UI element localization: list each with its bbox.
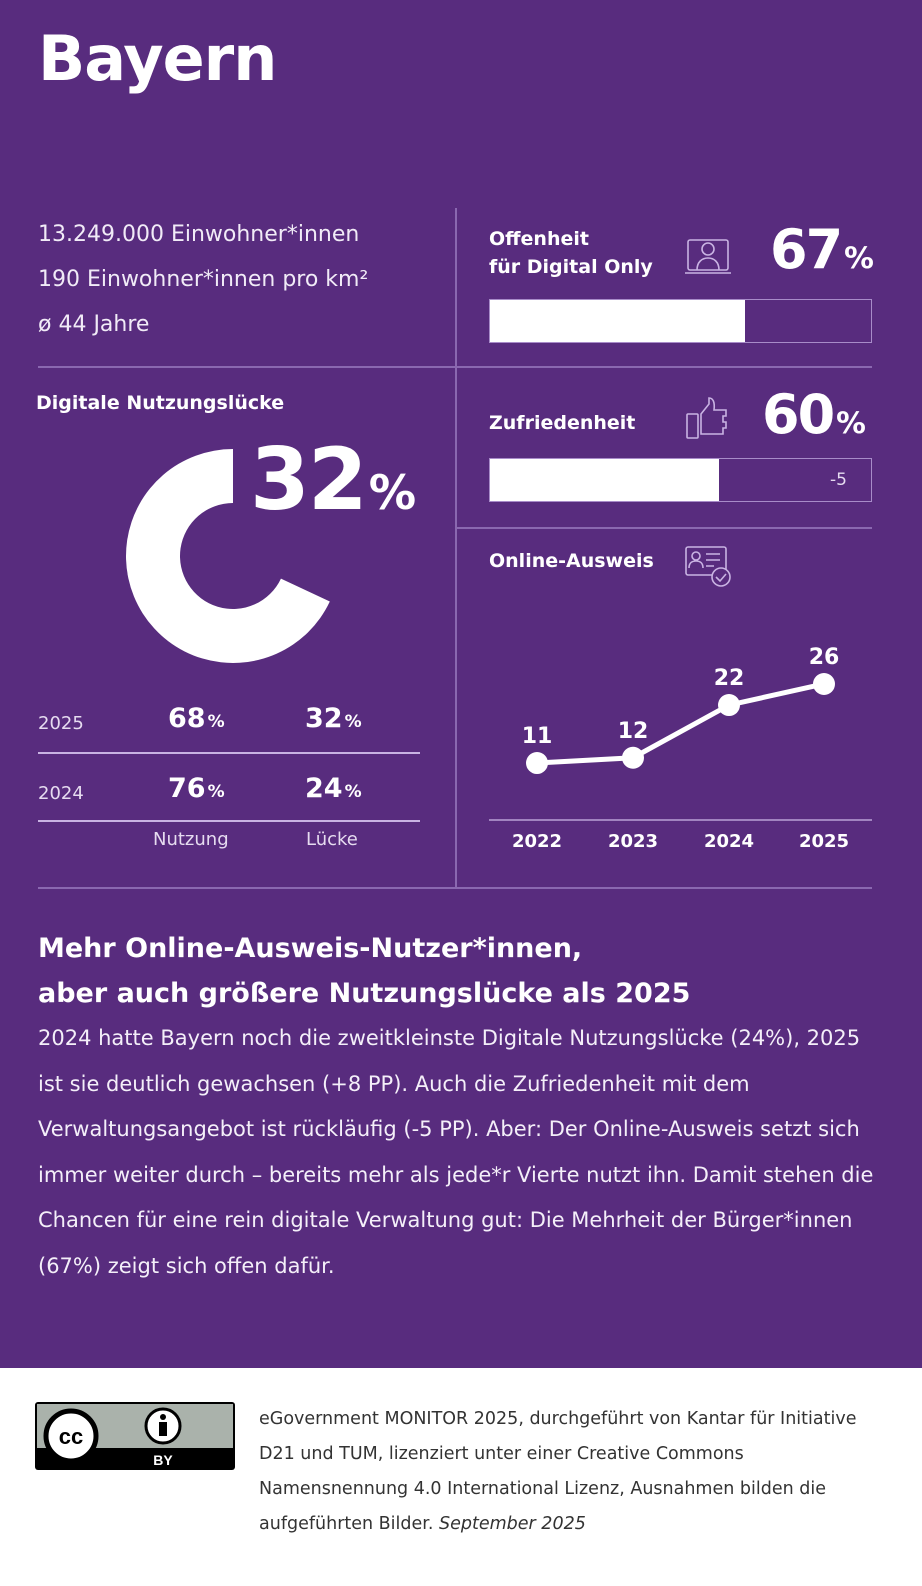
divider [38,887,872,889]
online-ausweis-label: Online-Ausweis [489,550,654,572]
description: 2024 hatte Bayern noch die zweitkleinste… [38,1026,874,1278]
zufriedenheit-value: 60% [762,383,866,446]
col-nutzung: Nutzung [153,829,229,850]
luecke-2024: 24% [305,773,362,804]
thumbs-up-icon [686,397,727,439]
average-age: ø 44 Jahre [38,312,150,337]
luecke-2025: 32% [305,703,362,734]
vertical-divider [455,208,457,888]
person-at-laptop-icon [685,239,731,274]
zufriedenheit-change: -5 [830,470,847,490]
headline: Mehr Online-Ausweis-Nutzer*innen, aber a… [38,926,898,1016]
population: 13.249.000 Einwohner*innen [38,222,360,247]
table-divider [38,752,420,754]
cc-by-license-badge: cc BY [35,1402,235,1470]
divider [456,527,872,529]
infographic-panel: Bayern 13.249.000 Einwohner*innen 190 Ei… [0,0,922,1368]
series-line [536,681,825,766]
value: 76 [168,773,206,804]
x-tick-label: 2025 [799,831,849,852]
data-label: 22 [714,666,745,691]
zufriedenheit-number: 60 [762,383,835,446]
nutzung-2024: 76% [168,773,225,804]
zufriedenheit-label: Zufriedenheit [489,412,636,434]
percent-sign: % [368,466,417,521]
col-luecke: Lücke [306,829,358,850]
nutzungsluecke-donut [125,449,330,663]
value: 32 [305,703,343,734]
page-title: Bayern [38,22,277,95]
offenheit-bar-fill [490,300,746,342]
percent-sign: % [207,782,225,802]
zufriedenheit-bar: -5 [489,458,872,502]
row-year: 2024 [38,783,84,804]
data-point [622,746,644,769]
row-year: 2025 [38,713,84,734]
data-label: 11 [522,724,553,749]
percent-sign: % [344,782,362,802]
offenheit-bar [489,299,872,343]
density: 190 Einwohner*innen pro km² [38,267,369,292]
footer-date: September 2025 [439,1514,586,1534]
data-label: 12 [618,719,649,744]
data-point [526,752,548,775]
percent-sign: % [344,712,362,732]
data-label: 26 [809,645,840,670]
nutzungsluecke-value: 32% [250,430,416,530]
offenheit-label-line1: Offenheit [489,228,589,250]
percent-sign: % [207,712,225,732]
percent-sign: % [836,406,866,441]
offenheit-label: Offenheit für Digital Only [489,225,653,281]
footer-text: eGovernment MONITOR 2025, durchgeführt v… [259,1409,857,1534]
percent-sign: % [844,241,874,276]
offenheit-value: 67% [770,218,874,281]
donut-segment-nutzung [125,449,330,663]
headline-line2: aber auch größere Nutzungslücke als 2025 [38,978,691,1009]
divider [38,366,872,368]
value: 68 [168,703,206,734]
svg-text:cc: cc [59,1424,83,1449]
x-tick-label: 2022 [512,831,562,852]
x-tick-label: 2024 [704,831,754,852]
luecke-number: 32 [250,430,368,530]
table-divider [38,820,420,822]
data-point [718,694,740,717]
offenheit-number: 67 [770,218,843,281]
headline-line1: Mehr Online-Ausweis-Nutzer*innen, [38,933,583,964]
nutzungsluecke-label: Digitale Nutzungslücke [36,392,285,414]
offenheit-label-line2: für Digital Only [489,256,653,278]
value: 24 [305,773,343,804]
data-point [813,672,835,695]
x-tick-label: 2023 [608,831,658,852]
zufriedenheit-bar-fill [490,459,719,501]
nutzung-2025: 68% [168,703,225,734]
footer-credit: eGovernment MONITOR 2025, durchgeführt v… [259,1402,879,1542]
online-ausweis-line-chart: 11 2022 12 2023 22 2024 26 2025 [489,645,872,852]
id-card-check-icon [685,546,731,587]
svg-text:BY: BY [153,1452,173,1468]
